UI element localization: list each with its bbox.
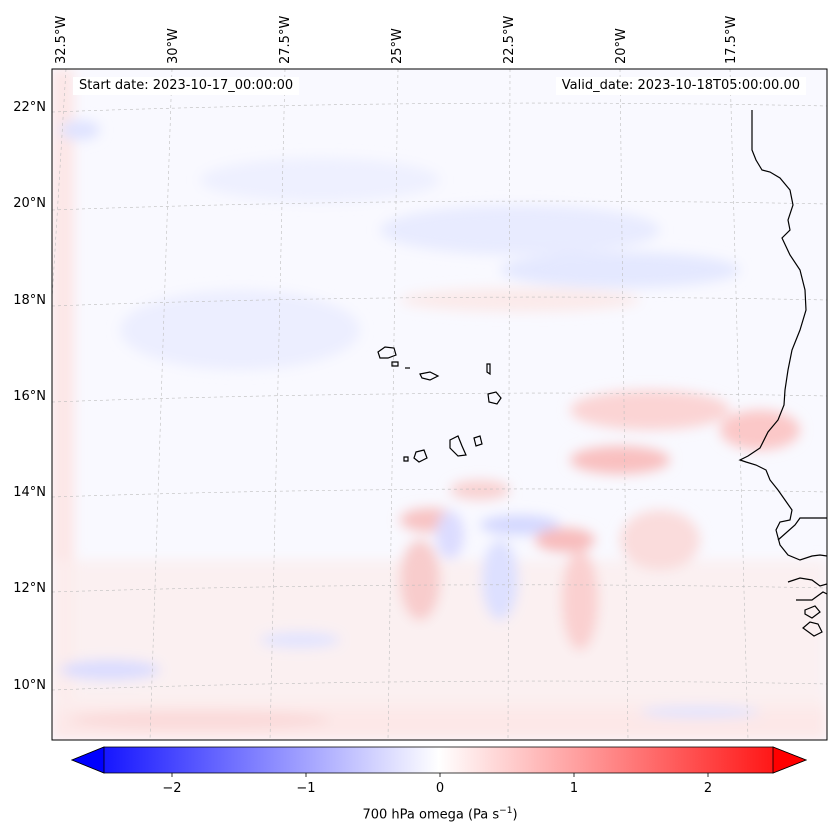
lat-label: 18°N	[13, 293, 46, 308]
lon-label: 25°W	[390, 28, 405, 64]
map-frame	[51, 68, 828, 741]
lat-label: 16°N	[13, 389, 46, 404]
colorbar-title-text: 700 hPa omega (Pa s	[362, 807, 500, 823]
lon-label: 17.5°W	[724, 16, 739, 64]
lat-label: 20°N	[13, 196, 46, 211]
start-date-label: Start date: 2023-10-17_00:00:00	[73, 77, 300, 95]
colorbar-extend-high	[772, 746, 808, 774]
lat-labels: 22°N 20°N 18°N 16°N 14°N 12°N 10°N	[13, 100, 46, 693]
africa-coast	[738, 110, 827, 561]
lat-label: 14°N	[13, 485, 46, 500]
omega-field	[52, 69, 827, 740]
lon-label: 32.5°W	[54, 16, 69, 64]
lat-label: 22°N	[13, 100, 46, 115]
gridlines	[52, 69, 827, 740]
map-panel	[52, 69, 827, 740]
coastline	[738, 110, 827, 637]
lat-label: 12°N	[13, 581, 46, 596]
colorbar-extend-low	[70, 746, 105, 774]
colorbar-title-exponent: −1	[499, 806, 513, 816]
lon-label: 30°W	[166, 28, 181, 64]
lat-label: 10°N	[13, 678, 46, 693]
colorbar-tick: −1	[296, 781, 315, 796]
colorbar-tick: 2	[704, 781, 712, 796]
colorbar-title-end: )	[512, 807, 518, 823]
lon-label: 22.5°W	[502, 16, 517, 64]
lon-label: 27.5°W	[278, 16, 293, 64]
colorbar-tick: −2	[162, 781, 181, 796]
valid-date-label: Valid_date: 2023-10-18T05:00:00.00	[555, 77, 806, 95]
colorbar-title: 700 hPa omega (Pa s−1)	[0, 806, 837, 822]
cape-verde-islands	[377, 346, 502, 463]
colorbar: −2 −1 0 1 2	[70, 746, 808, 796]
colorbar-tick: 1	[570, 781, 578, 796]
lon-label: 20°W	[614, 28, 629, 64]
colorbar-tick: 0	[436, 781, 444, 796]
lon-labels: 32.5°W 30°W 27.5°W 25°W 22.5°W 20°W 17.5…	[54, 16, 739, 64]
